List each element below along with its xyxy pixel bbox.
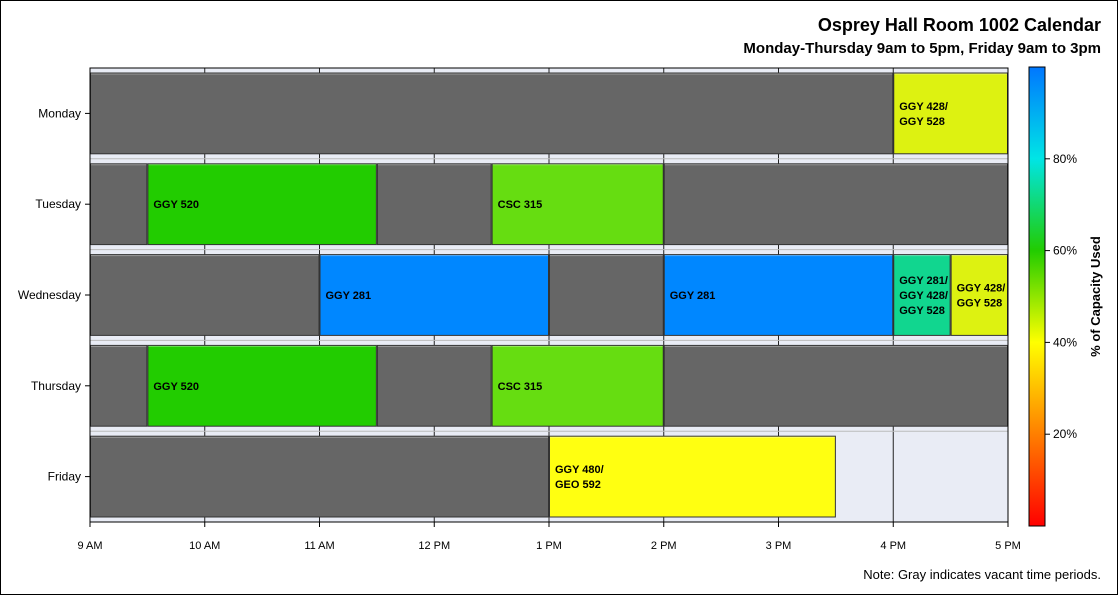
y-tick-label: Friday <box>48 470 81 484</box>
booking-label: GGY 428/ <box>899 101 948 113</box>
vacant-bar <box>376 344 492 427</box>
x-tick-label: 12 PM <box>418 540 450 552</box>
vacant-bar <box>90 72 894 155</box>
booking-bar <box>491 344 664 427</box>
booking-label: GGY 520 <box>153 199 199 211</box>
vacant-bar <box>549 254 664 336</box>
chart-title: Osprey Hall Room 1002 Calendar <box>817 15 1101 35</box>
chart-subtitle: Monday-Thursday 9am to 5pm, Friday 9am t… <box>743 40 1101 57</box>
x-tick-label: 9 AM <box>77 540 102 552</box>
colorbar: 20% 40% 60% 80% % of Capacity Used <box>1028 66 1103 527</box>
x-tick-label: 5 PM <box>995 540 1021 552</box>
y-tick-label: Thursday <box>31 379 81 393</box>
booking-label: GGY 281/ <box>899 275 948 287</box>
booking-label: GGY 428/ <box>957 283 1006 295</box>
booking-label: GGY 428/ <box>899 290 948 302</box>
colorbar-tick-label: 60% <box>1053 244 1077 258</box>
booking-label: GGY 281 <box>670 290 716 302</box>
vacant-bar <box>663 344 1008 427</box>
booking-bar <box>950 254 1008 336</box>
axes: Monday Tuesday Wednesday Thursday Friday 9 AM… <box>18 67 1021 552</box>
chart-footnote: Note: Gray indicates vacant time periods… <box>863 567 1101 582</box>
y-tick-label: Tuesday <box>35 197 81 211</box>
booking-bar <box>549 435 836 518</box>
booking-bar <box>663 254 894 336</box>
booking-bars <box>90 72 1008 518</box>
colorbar-label: % of Capacity Used <box>1088 236 1103 357</box>
x-tick-label: 2 PM <box>651 540 677 552</box>
booking-bar <box>893 72 1008 155</box>
booking-label: GGY 528 <box>957 298 1003 310</box>
booking-bar <box>147 163 377 246</box>
vacant-bar <box>663 163 1008 246</box>
booking-labels: GGY 428/GGY 528 GGY 520 CSC 315 GGY 281 GGY … <box>153 101 1005 491</box>
x-tick-label: 1 PM <box>536 540 562 552</box>
vacant-bar <box>90 435 549 518</box>
colorbar-tick-label: 20% <box>1053 427 1077 441</box>
x-tick-label: 11 AM <box>304 540 334 552</box>
x-tick-label: 4 PM <box>880 540 906 552</box>
colorbar-tick-label: 80% <box>1053 152 1077 166</box>
y-tick-label: Wednesday <box>18 288 81 302</box>
vacant-bar <box>90 163 148 246</box>
booking-bar <box>893 254 951 336</box>
x-tick-label: 10 AM <box>189 540 220 552</box>
x-tick-label: 3 PM <box>766 540 792 552</box>
booking-label: GGY 281 <box>326 290 372 302</box>
booking-label: CSC 315 <box>498 381 543 393</box>
booking-label: GGY 528 <box>899 116 945 128</box>
vacant-bar <box>90 344 148 427</box>
y-tick-label: Monday <box>38 106 81 120</box>
vacant-bar <box>90 254 320 336</box>
booking-label: GGY 528 <box>899 305 945 317</box>
colorbar-gradient <box>1028 66 1046 527</box>
vacant-bar <box>376 163 492 246</box>
booking-label: GGY 480/ <box>555 464 604 476</box>
booking-label: GGY 520 <box>153 381 199 393</box>
booking-label: GEO 592 <box>555 479 601 491</box>
colorbar-tick-label: 40% <box>1053 335 1077 349</box>
booking-bar <box>147 344 377 427</box>
booking-bar <box>491 163 664 246</box>
booking-label: CSC 315 <box>498 199 543 211</box>
booking-bar <box>319 254 549 336</box>
